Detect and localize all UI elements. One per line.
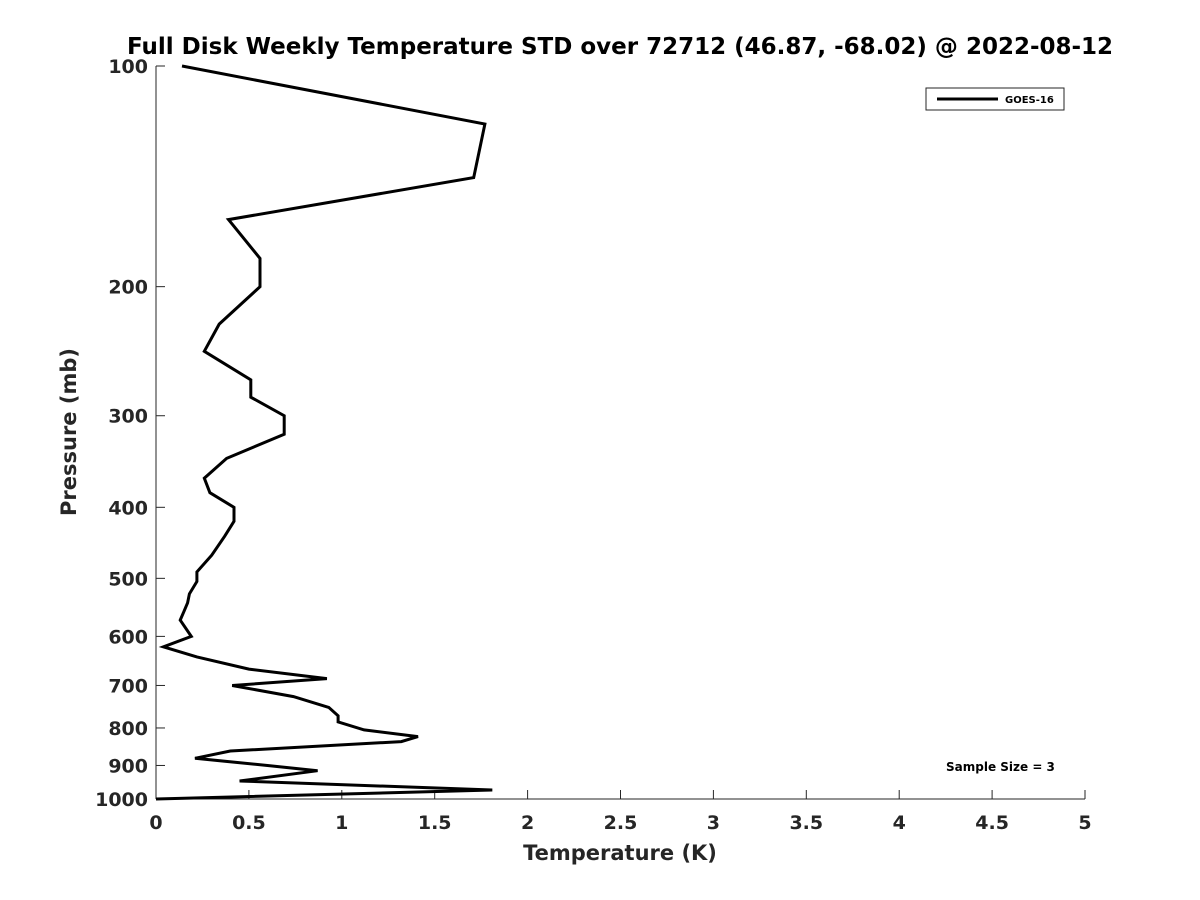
y-tick-label: 300 <box>108 406 148 428</box>
series-line-goes-16 <box>155 64 493 801</box>
y-axis-label: Pressure (mb) <box>57 348 81 516</box>
x-axis-ticks: 0 0.5 1 1.5 2 2.5 3 3.5 4 4.5 5 <box>149 790 1092 834</box>
chart-title: Full Disk Weekly Temperature STD over 72… <box>127 34 1113 60</box>
legend: GOES-16 <box>925 87 1065 111</box>
x-tick-label: 2 <box>521 812 534 834</box>
y-tick-label: 800 <box>108 718 148 740</box>
y-tick-label: 900 <box>108 755 148 777</box>
x-tick-label: 4.5 <box>975 812 1009 834</box>
x-tick-label: 1.5 <box>418 812 452 834</box>
x-tick-label: 1 <box>335 812 348 834</box>
x-tick-label: 4 <box>893 812 906 834</box>
x-tick-label: 3 <box>707 812 720 834</box>
series-layer <box>155 64 493 801</box>
x-tick-label: 5 <box>1078 812 1091 834</box>
x-tick-label: 3.5 <box>789 812 823 834</box>
y-tick-label: 1000 <box>95 789 148 811</box>
y-tick-label: 100 <box>108 56 148 78</box>
x-tick-label: 2.5 <box>604 812 638 834</box>
x-axis-label: Temperature (K) <box>523 841 717 865</box>
x-tick-label: 0 <box>149 812 162 834</box>
y-tick-label: 200 <box>108 277 148 299</box>
y-tick-label: 600 <box>108 626 148 648</box>
y-tick-label: 700 <box>108 675 148 697</box>
y-tick-label: 400 <box>108 497 148 519</box>
y-axis-ticks: 100 200 300 400 500 600 700 800 900 1000 <box>95 56 165 811</box>
y-tick-label: 500 <box>108 568 148 590</box>
x-tick-label: 0.5 <box>232 812 266 834</box>
legend-entry-goes-16: GOES-16 <box>1005 95 1054 106</box>
sample-size-annotation: Sample Size = 3 <box>946 760 1055 774</box>
